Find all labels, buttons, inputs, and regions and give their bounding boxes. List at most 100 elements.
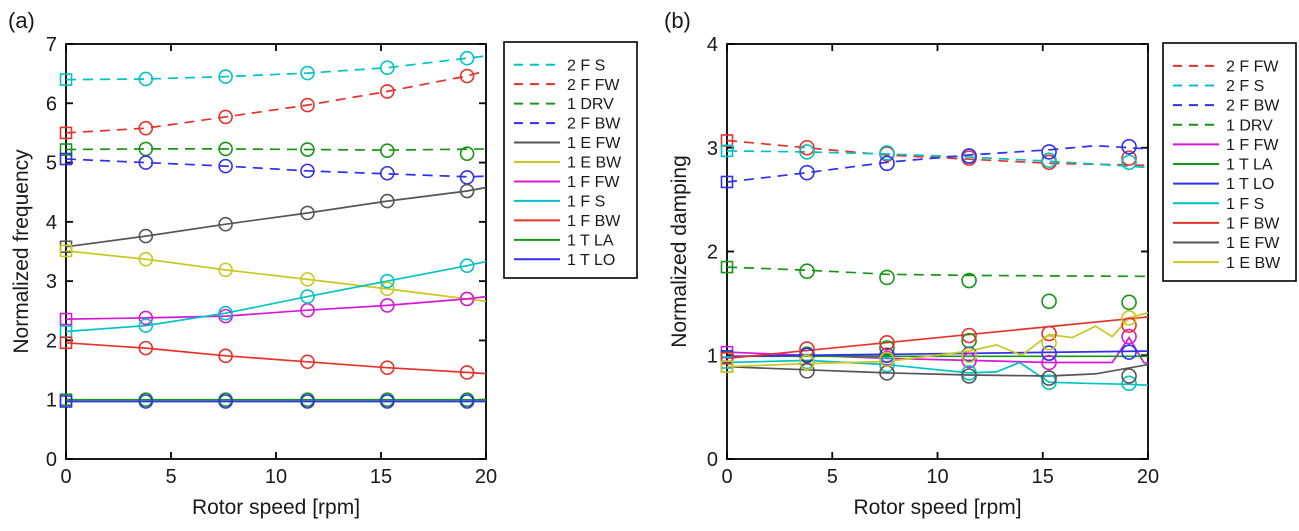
legend-item-2-f-s: 2 F S — [1173, 78, 1264, 95]
marker-circle — [879, 356, 895, 373]
legend--b-: 2 F FW 2 F S 2 F BW 1 DRV 1 F FW 1 T LA 1 T LO… — [1162, 42, 1297, 282]
legend-item-2-f-bw: 2 F BW — [514, 116, 621, 133]
legend-label: 1 T LO — [1226, 176, 1274, 193]
x-tick-label: 10 — [926, 466, 948, 488]
series-2-f-bw-markers — [720, 138, 1137, 189]
marker-circle — [218, 109, 233, 125]
legend-label: 1 F FW — [567, 174, 620, 191]
marker-circle — [961, 352, 977, 369]
marker-circle — [1041, 152, 1057, 168]
marker-circle — [1041, 334, 1057, 351]
y-tick-label: 5 — [46, 153, 57, 175]
legend-item-1-drv: 1 DRV — [514, 96, 614, 113]
marker-circle — [300, 97, 315, 113]
y-tick-label: 0 — [46, 449, 57, 471]
x-tick-label: 15 — [1032, 466, 1054, 488]
marker-circle — [459, 183, 475, 199]
marker-circle — [1041, 374, 1057, 391]
marker-circle — [138, 394, 154, 409]
series-1-drv-line — [726, 266, 1149, 278]
x-tick-label: 10 — [265, 466, 287, 488]
marker-square — [59, 126, 73, 140]
marker-circle — [1121, 344, 1137, 360]
legend-label: 1 T LO — [567, 252, 615, 269]
marker-circle — [218, 141, 233, 157]
series-1-e-bw-line — [726, 311, 1149, 368]
x-tick-label: 0 — [60, 466, 71, 488]
legend-item-1-t-lo: 1 T LO — [514, 252, 615, 269]
marker-circle — [300, 289, 315, 304]
series-1-f-fw-markers — [720, 328, 1137, 371]
y-tick-label: 3 — [46, 271, 57, 293]
series-1-t-la-markers — [720, 293, 1137, 364]
legend-item-1-t-la: 1 T LA — [1173, 157, 1273, 174]
marker-circle — [799, 139, 815, 156]
legend-label: 1 DRV — [567, 96, 614, 113]
marker-circle — [1121, 375, 1137, 392]
marker-circle — [459, 291, 475, 307]
series-2-f-s-markers — [720, 144, 1137, 171]
legend-label: 1 E BW — [1226, 255, 1281, 272]
series-1-f-bw-line — [726, 316, 1149, 360]
legend-box — [1162, 42, 1297, 282]
marker-circle — [379, 394, 395, 409]
legend-item-1-t-la: 1 T LA — [514, 232, 614, 249]
marker-circle — [379, 193, 395, 209]
y-axis-label: Normalized damping — [668, 155, 691, 348]
legend-item-1-e-bw: 1 E BW — [514, 155, 622, 172]
y-tick-label: 6 — [46, 93, 57, 115]
marker-circle — [138, 228, 154, 244]
legend-item-1-e-bw: 1 E BW — [1173, 255, 1281, 272]
series-2-f-fw-markers — [59, 68, 475, 140]
legend-label: 2 F S — [1226, 78, 1264, 95]
marker-circle — [459, 258, 475, 274]
marker-circle — [1121, 150, 1137, 166]
legend-label: 1 F BW — [567, 213, 621, 230]
marker-circle — [379, 165, 395, 181]
series-1-e-bw-line — [65, 250, 487, 303]
series-2-f-fw-line — [726, 139, 1149, 167]
marker-circle — [379, 298, 395, 313]
legend-label: 1 F S — [1226, 196, 1264, 213]
marker-circle — [961, 347, 977, 364]
legend--a-: 2 F S 2 F FW 1 DRV 2 F BW 1 E FW 1 E BW 1 F FW… — [503, 41, 638, 279]
marker-circle — [961, 272, 977, 289]
legend-item-1-drv: 1 DRV — [1173, 117, 1273, 134]
marker-square — [720, 352, 734, 365]
x-tick-label: 0 — [721, 466, 732, 488]
x-tick-label: 5 — [165, 466, 176, 488]
series-1-f-s-markers — [59, 258, 475, 338]
marker-circle — [218, 69, 233, 84]
marker-circle — [138, 318, 154, 333]
marker-square — [59, 244, 73, 258]
marker-circle — [1121, 328, 1137, 345]
legend-label: 2 F BW — [1226, 98, 1280, 115]
marker-square — [720, 175, 734, 189]
marker-circle — [218, 394, 233, 409]
series-1-f-fw-line — [726, 336, 1149, 365]
legend-label: 1 F BW — [1226, 216, 1280, 233]
marker-circle — [218, 348, 233, 364]
series-2-f-fw-line — [65, 69, 487, 134]
marker-circle — [300, 272, 315, 287]
series-1-e-fw-line — [65, 186, 487, 248]
legend-item-1-f-s: 1 F S — [1173, 196, 1264, 213]
legend-item-1-e-fw: 1 E FW — [1173, 235, 1280, 252]
legend-item-1-t-lo: 1 T LO — [1173, 176, 1274, 193]
marker-circle — [459, 394, 475, 409]
marker-circle — [138, 155, 154, 170]
series-1-f-s-line — [65, 260, 487, 333]
marker-circle — [1121, 310, 1137, 326]
y-tick-label: 7 — [46, 34, 57, 56]
marker-square — [720, 144, 734, 158]
marker-circle — [379, 60, 395, 76]
marker-circle — [379, 143, 395, 159]
y-tick-label: 2 — [707, 242, 718, 264]
marker-circle — [799, 144, 815, 160]
x-tick-label: 20 — [1137, 466, 1159, 488]
marker-square — [720, 260, 734, 274]
marker-circle — [879, 340, 895, 356]
marker-circle — [879, 155, 895, 172]
